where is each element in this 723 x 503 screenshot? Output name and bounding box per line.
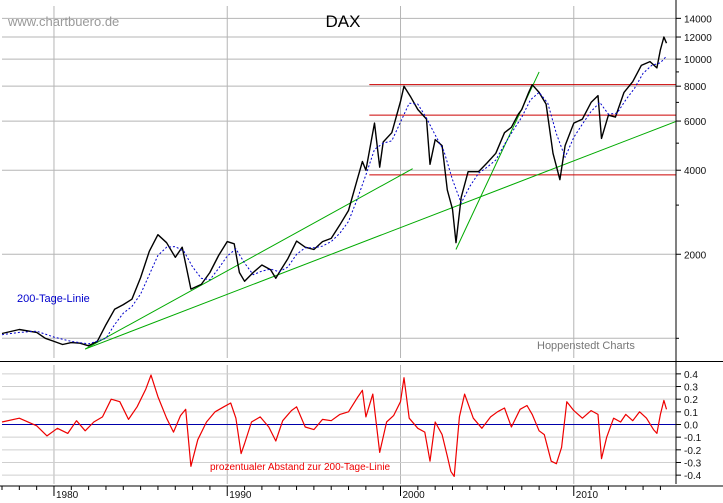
ma-annotation: 200-Tage-Linie [17, 293, 90, 305]
lower-y-tick-label: 0.1 [684, 408, 698, 419]
oscillator-line [1, 374, 668, 477]
upper-lines [1, 36, 677, 350]
credit-label: Hoppenstedt Charts [537, 340, 635, 352]
x-tick-label: 1990 [229, 490, 252, 501]
x-ticks: 1980 1990 2000 2010 [1, 486, 661, 501]
lower-y-tick-label: -0.2 [684, 446, 702, 457]
upper-y-tick-label: 12000 [684, 33, 712, 44]
upper-y-tick-label: 6000 [684, 117, 707, 128]
lower-y-ticks: 0.4 0.30.2 0.1 0.0-0.1 -0.2-0.3 -0.4 [676, 370, 702, 482]
upper-grid [2, 6, 676, 358]
oscillator-annotation: prozentualer Abstand zur 200-Tage-Linie [210, 462, 391, 473]
lower-y-tick-label: -0.1 [684, 433, 702, 444]
lower-y-tick-label: 0.0 [684, 421, 698, 432]
watermark: www.chartbuero.de [7, 14, 119, 29]
moving-average-line [1, 55, 667, 345]
upper-y-tick-label: 8000 [684, 82, 707, 93]
x-tick-label: 2000 [403, 490, 426, 501]
labels: www.chartbuero.de DAX 200-Tage-Linie Hop… [7, 12, 635, 473]
trendline [84, 121, 677, 350]
upper-y-tick-label: 14000 [684, 14, 712, 25]
x-tick-label: 2010 [576, 490, 599, 501]
dax-price-line [1, 36, 668, 347]
upper-y-tick-label: 4000 [684, 166, 707, 177]
upper-y-tick-label: 2000 [684, 250, 707, 261]
lower-y-tick-label: -0.4 [684, 471, 702, 482]
trendline [84, 168, 413, 350]
axes [0, 0, 723, 487]
lower-lines [1, 374, 676, 477]
lower-y-tick-label: 0.2 [684, 395, 698, 406]
upper-y-ticks: 14000 12000 10000 8000 6000 4000 2000 [676, 14, 712, 339]
x-tick-label: 1980 [56, 490, 79, 501]
upper-y-tick-label: 10000 [684, 55, 712, 66]
lower-y-tick-label: 0.4 [684, 370, 698, 381]
lower-y-tick-label: -0.3 [684, 458, 702, 469]
chart-title: DAX [326, 12, 361, 31]
lower-y-tick-label: 0.3 [684, 383, 698, 394]
